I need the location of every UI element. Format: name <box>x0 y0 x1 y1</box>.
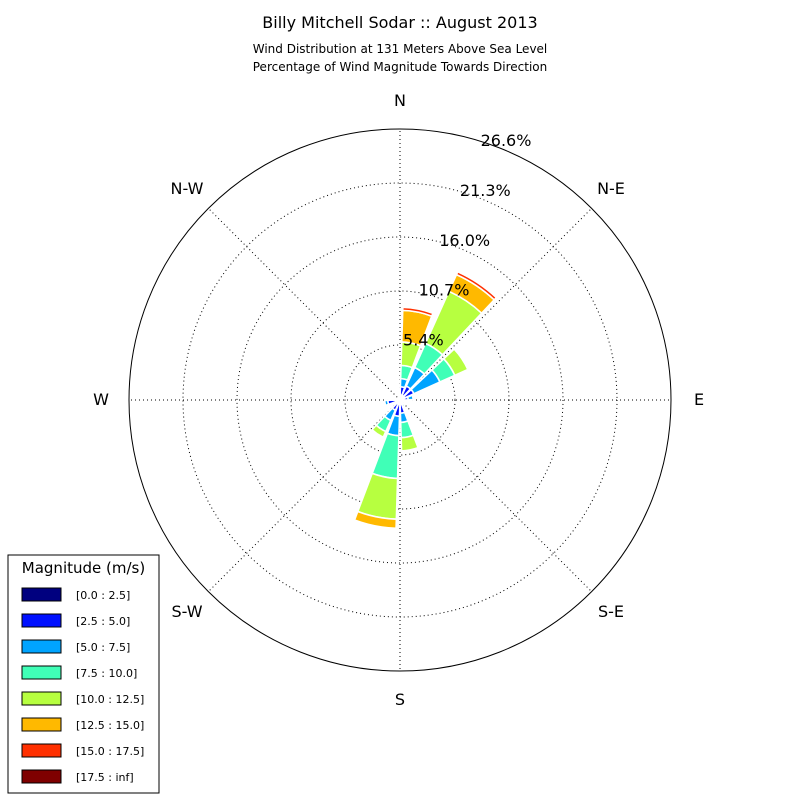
radial-tick-label: 21.3% <box>460 181 511 200</box>
grid-ring <box>236 236 564 564</box>
direction-label: W <box>93 390 109 409</box>
direction-label: S-E <box>598 602 624 621</box>
chart-title: Billy Mitchell Sodar :: August 2013 <box>262 13 537 32</box>
legend-swatch <box>21 639 62 654</box>
grid-spoke <box>399 399 592 592</box>
legend-label: [7.5 : 10.0] <box>76 667 137 680</box>
legend-label: [5.0 : 7.5] <box>76 641 130 654</box>
sector-bar <box>455 270 498 301</box>
polar-grid <box>128 128 672 672</box>
outer-circle <box>128 128 672 672</box>
sector-bars <box>353 270 498 530</box>
direction-label: S-W <box>171 602 202 621</box>
legend-swatch <box>21 665 62 680</box>
legend-swatch <box>21 587 62 602</box>
legend-swatch <box>21 613 62 628</box>
radial-tick-label: 16.0% <box>439 231 490 250</box>
legend-label: [17.5 : inf] <box>76 771 134 784</box>
grid-ring <box>182 182 618 618</box>
sector-bar <box>442 347 469 377</box>
legend-swatch <box>21 691 62 706</box>
legend-label: [12.5 : 15.0] <box>76 719 144 732</box>
legend-label: [10.0 : 12.5] <box>76 693 144 706</box>
radial-tick-label: 26.6% <box>481 131 532 150</box>
legend-swatch <box>21 769 62 784</box>
sector-bar <box>370 424 387 439</box>
grid-ring <box>344 344 456 456</box>
legend-label: [0.0 : 2.5] <box>76 589 130 602</box>
legend-swatch <box>21 743 62 758</box>
radial-tick-label: 10.7% <box>419 281 470 300</box>
legend: Magnitude (m/s) [0.0 : 2.5] [2.5 : 5.0] [5… <box>7 554 160 794</box>
legend-label: [2.5 : 5.0] <box>76 615 130 628</box>
sector-bar <box>400 434 420 452</box>
sector-bar <box>356 472 399 520</box>
sector-bar <box>401 306 434 318</box>
grid-ring <box>290 290 510 510</box>
sector-bar <box>383 399 390 407</box>
chart-subtitle-line-1: Wind Distribution at 131 Meters Above Se… <box>253 42 548 56</box>
legend-label: [15.0 : 17.5] <box>76 745 144 758</box>
direction-label: E <box>694 390 704 409</box>
grid-spoke <box>399 208 592 401</box>
sector-bar <box>353 510 398 530</box>
chart-subtitle-line-2: Percentage of Wind Magnitude Towards Dir… <box>253 60 547 74</box>
grid-spoke <box>208 208 401 401</box>
radial-tick-label: 5.4% <box>403 331 444 350</box>
direction-label: N <box>394 91 406 110</box>
legend-swatch <box>21 717 62 732</box>
direction-label: S <box>395 690 405 709</box>
legend-title: Magnitude (m/s) <box>22 559 145 577</box>
sector-bar <box>396 397 400 401</box>
direction-label: N-W <box>171 179 204 198</box>
sector-bar <box>371 432 400 480</box>
axis-labels: N N-E E S-E S S-W W N-W 5.4% 10.7% 16.0% 21.3% 26.6% <box>93 91 704 709</box>
direction-label: N-E <box>597 179 625 198</box>
sector-bar <box>411 393 416 401</box>
